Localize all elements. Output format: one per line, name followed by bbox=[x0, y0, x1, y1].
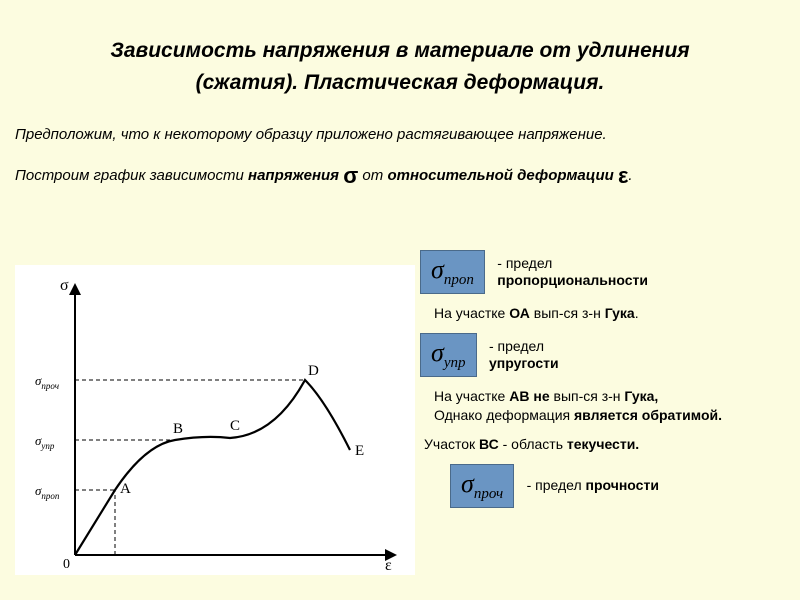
sigma-proc-row: σпроч - предел прочности bbox=[450, 464, 800, 508]
sigma-upr-row: σупр - предел упругости bbox=[420, 333, 800, 377]
bc-4: текучести. bbox=[567, 436, 639, 452]
paragraph-2: Построим график зависимости напряжения σ… bbox=[0, 148, 800, 198]
title-l2: (сжатия). Пластическая деформация. bbox=[196, 71, 605, 94]
pt-C: C bbox=[230, 418, 240, 434]
pt-A: A bbox=[120, 481, 131, 497]
spc-d2: прочности bbox=[586, 477, 659, 493]
intro-text: Предположим, что к некоторому образцу пр… bbox=[0, 108, 800, 148]
page-title: Зависимость напряжения в материале от уд… bbox=[0, 0, 800, 108]
svg-text:σпроп: σпроп bbox=[35, 483, 60, 501]
sigma-proc-desc: - предел прочности bbox=[527, 477, 659, 494]
spc-sym: σ bbox=[461, 469, 474, 498]
sp-d1: - предел bbox=[497, 255, 552, 271]
ab-5: Однако деформация bbox=[434, 407, 574, 423]
ab-4: Гука, bbox=[624, 388, 658, 404]
pt-D: D bbox=[308, 363, 319, 379]
sigma-prop-desc: - предел пропорциональности bbox=[497, 255, 648, 289]
su-d1: - предел bbox=[489, 338, 544, 354]
right-column: σпроп - предел пропорциональности На уча… bbox=[420, 250, 800, 518]
sigma-proc-box: σпроч bbox=[450, 464, 514, 508]
sp-d2: пропорциональности bbox=[497, 272, 648, 288]
ab-2: АВ не bbox=[509, 388, 553, 404]
sigma-prop-row: σпроп - предел пропорциональности bbox=[420, 250, 800, 294]
ab-1: На участке bbox=[434, 388, 509, 404]
ab-6: является обратимой. bbox=[574, 407, 722, 423]
p2-dot: . bbox=[628, 167, 632, 184]
pt-B: B bbox=[173, 421, 183, 437]
x-axis-label: ε bbox=[385, 557, 392, 574]
ab-3: вып-ся з-н bbox=[554, 388, 625, 404]
p2-b2: относительной деформации bbox=[387, 167, 618, 184]
spc-d1: - предел bbox=[527, 477, 586, 493]
sigma-upr-desc: - предел упругости bbox=[489, 338, 559, 372]
sigma-upr-box: σупр bbox=[420, 333, 477, 377]
sp-sym: σ bbox=[431, 255, 444, 284]
p2-b1: напряжения bbox=[248, 167, 343, 184]
svg-text:σупр: σупр bbox=[35, 433, 55, 451]
oa-mid: вып-ся з-н bbox=[534, 305, 605, 321]
su-d2: упругости bbox=[489, 355, 559, 371]
p2-eps: ε bbox=[618, 163, 628, 188]
oa-pre: На участке bbox=[434, 305, 509, 321]
oa-text: На участке ОА вып-ся з-н Гука. bbox=[434, 304, 800, 323]
ab-text: На участке АВ не вып-ся з-н Гука, Однако… bbox=[434, 387, 800, 425]
svg-text:σпроч: σпроч bbox=[35, 373, 59, 391]
sigma-prop-box: σпроп bbox=[420, 250, 485, 294]
spc-sub: проч bbox=[474, 486, 503, 502]
stress-strain-curve bbox=[75, 380, 350, 555]
oa-post: . bbox=[635, 305, 639, 321]
bc-text: Участок ВС - область текучести. bbox=[424, 435, 800, 454]
pt-E: E bbox=[355, 443, 364, 459]
title-l1: Зависимость напряжения в материале от уд… bbox=[110, 39, 689, 62]
oa-b1: ОА bbox=[509, 305, 534, 321]
su-sym: σ bbox=[431, 338, 444, 367]
p2-sigma: σ bbox=[343, 163, 358, 188]
bc-2: ВС bbox=[479, 436, 503, 452]
su-sub: упр bbox=[444, 355, 466, 371]
sp-sub: проп bbox=[444, 272, 474, 288]
bc-1: Участок bbox=[424, 436, 479, 452]
y-axis-label: σ bbox=[60, 277, 69, 294]
p2-pre: Построим график зависимости bbox=[15, 167, 248, 184]
origin: 0 bbox=[63, 557, 70, 572]
p2-mid: от bbox=[358, 167, 387, 184]
stress-strain-chart: σ ε 0 σпроч σупр σпроп A B C D E bbox=[15, 265, 415, 575]
bc-3: - область bbox=[503, 436, 567, 452]
oa-b2: Гука bbox=[605, 305, 635, 321]
